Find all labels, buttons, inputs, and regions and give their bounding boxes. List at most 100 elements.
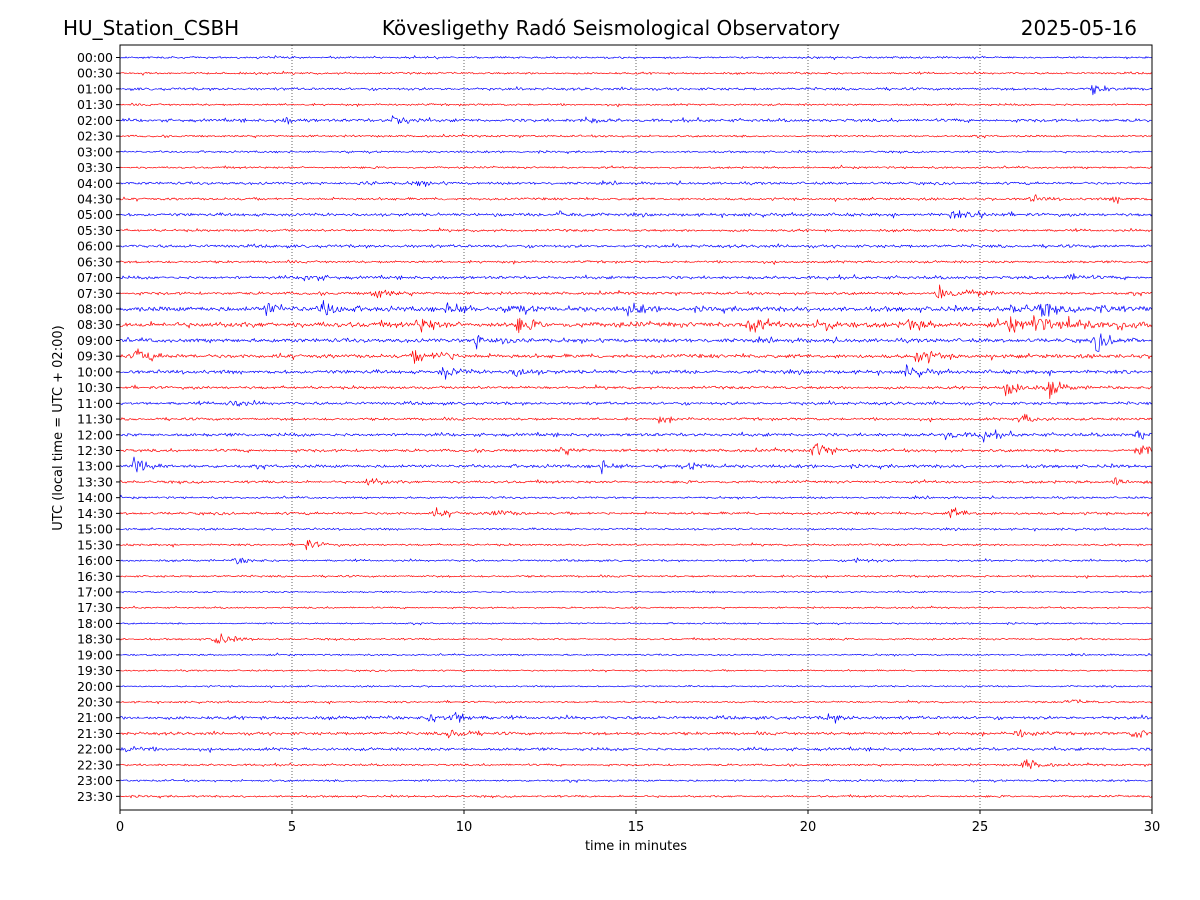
trace-0600 bbox=[119, 243, 1153, 249]
trace-0830 bbox=[119, 315, 1153, 334]
trace-1700 bbox=[119, 590, 1153, 594]
trace-2030 bbox=[119, 699, 1153, 705]
y-tick-label: 16:30 bbox=[77, 569, 113, 584]
y-tick-label: 18:30 bbox=[77, 632, 113, 647]
x-tick-label: 5 bbox=[288, 820, 296, 835]
y-tick-label: 15:30 bbox=[77, 537, 113, 552]
station-name: HU_Station_CSBH bbox=[63, 16, 240, 40]
trace-0930 bbox=[119, 348, 1153, 364]
trace-0130 bbox=[119, 102, 1153, 108]
y-tick-label: 08:30 bbox=[77, 317, 113, 332]
y-tick-label: 23:00 bbox=[77, 773, 113, 788]
trace-1930 bbox=[119, 668, 1153, 673]
y-tick-label: 03:30 bbox=[77, 160, 113, 175]
y-tick-label: 22:30 bbox=[77, 757, 113, 772]
trace-0000 bbox=[119, 55, 1153, 61]
trace-1800 bbox=[119, 621, 1153, 626]
trace-0800 bbox=[119, 299, 1153, 317]
y-tick-label: 05:30 bbox=[77, 223, 113, 238]
x-axis: 0 5 10 15 20 25 30 bbox=[116, 810, 1160, 835]
y-tick-label: 01:00 bbox=[77, 81, 113, 96]
y-tick-label: 03:00 bbox=[77, 144, 113, 159]
x-tick-label: 0 bbox=[116, 820, 124, 835]
trace-0730 bbox=[119, 284, 1153, 299]
y-tick-label: 19:30 bbox=[77, 663, 113, 678]
trace-1030 bbox=[119, 381, 1153, 399]
y-tick-label: 12:30 bbox=[77, 443, 113, 458]
y-tick-label: 02:30 bbox=[77, 129, 113, 144]
y-axis: 00:0000:3001:0001:3002:0002:3003:0003:30… bbox=[77, 50, 120, 804]
trace-1330 bbox=[119, 477, 1153, 486]
trace-0500 bbox=[119, 210, 1153, 219]
trace-1100 bbox=[119, 399, 1153, 407]
trace-2330 bbox=[119, 794, 1153, 799]
y-tick-label: 15:00 bbox=[77, 522, 113, 537]
y-tick-label: 14:30 bbox=[77, 506, 113, 521]
y-tick-label: 07:00 bbox=[77, 270, 113, 285]
trace-2230 bbox=[119, 759, 1153, 770]
x-axis-label: time in minutes bbox=[585, 839, 687, 854]
trace-0230 bbox=[119, 133, 1153, 139]
trace-1900 bbox=[119, 652, 1153, 657]
y-tick-label: 10:00 bbox=[77, 364, 113, 379]
y-tick-label: 02:00 bbox=[77, 113, 113, 128]
y-tick-label: 11:30 bbox=[77, 412, 113, 427]
trace-1630 bbox=[119, 574, 1153, 579]
y-tick-label: 06:30 bbox=[77, 254, 113, 269]
trace-1730 bbox=[119, 605, 1153, 610]
trace-2200 bbox=[119, 745, 1153, 753]
trace-1500 bbox=[119, 527, 1153, 532]
x-tick-label: 20 bbox=[800, 820, 817, 835]
y-tick-label: 14:00 bbox=[77, 490, 113, 505]
grid-lines bbox=[291, 45, 981, 810]
trace-1200 bbox=[119, 429, 1153, 443]
y-tick-label: 07:30 bbox=[77, 286, 113, 301]
x-tick-label: 25 bbox=[972, 820, 989, 835]
y-tick-label: 23:30 bbox=[77, 789, 113, 804]
trace-0430 bbox=[119, 194, 1153, 204]
trace-0900 bbox=[119, 333, 1153, 352]
y-tick-label: 12:00 bbox=[77, 427, 113, 442]
y-tick-label: 19:00 bbox=[77, 647, 113, 662]
trace-1430 bbox=[119, 507, 1153, 519]
y-tick-label: 17:30 bbox=[77, 600, 113, 615]
trace-0330 bbox=[119, 164, 1153, 170]
trace-0400 bbox=[119, 180, 1153, 187]
trace-1600 bbox=[119, 557, 1153, 565]
y-tick-label: 13:00 bbox=[77, 459, 113, 474]
trace-1300 bbox=[119, 456, 1153, 475]
y-tick-label: 01:30 bbox=[77, 97, 113, 112]
trace-1230 bbox=[119, 443, 1153, 456]
trace-0630 bbox=[119, 259, 1153, 265]
trace-1400 bbox=[119, 494, 1153, 500]
trace-0300 bbox=[119, 149, 1153, 155]
trace-1000 bbox=[119, 364, 1153, 380]
seismogram-traces bbox=[119, 55, 1153, 799]
y-tick-label: 21:30 bbox=[77, 726, 113, 741]
trace-1530 bbox=[119, 539, 1153, 551]
y-tick-label: 11:00 bbox=[77, 396, 113, 411]
y-tick-label: 20:30 bbox=[77, 695, 113, 710]
trace-1830 bbox=[119, 633, 1153, 644]
y-tick-label: 09:00 bbox=[77, 333, 113, 348]
y-tick-label: 04:00 bbox=[77, 176, 113, 191]
y-tick-label: 17:00 bbox=[77, 584, 113, 599]
x-tick-label: 30 bbox=[1144, 820, 1161, 835]
y-tick-label: 08:00 bbox=[77, 302, 113, 317]
x-tick-label: 15 bbox=[628, 820, 645, 835]
y-tick-label: 10:30 bbox=[77, 380, 113, 395]
trace-0030 bbox=[119, 70, 1153, 76]
y-tick-label: 05:00 bbox=[77, 207, 113, 222]
y-tick-label: 04:30 bbox=[77, 191, 113, 206]
y-tick-label: 00:00 bbox=[77, 50, 113, 65]
y-tick-label: 06:00 bbox=[77, 239, 113, 254]
y-tick-label: 09:30 bbox=[77, 349, 113, 364]
chart-date: 2025-05-16 bbox=[1020, 16, 1137, 40]
y-tick-label: 18:00 bbox=[77, 616, 113, 631]
trace-2100 bbox=[119, 711, 1153, 724]
y-tick-label: 22:00 bbox=[77, 742, 113, 757]
y-tick-label: 20:00 bbox=[77, 679, 113, 694]
y-tick-label: 21:00 bbox=[77, 710, 113, 725]
trace-1130 bbox=[119, 413, 1153, 424]
